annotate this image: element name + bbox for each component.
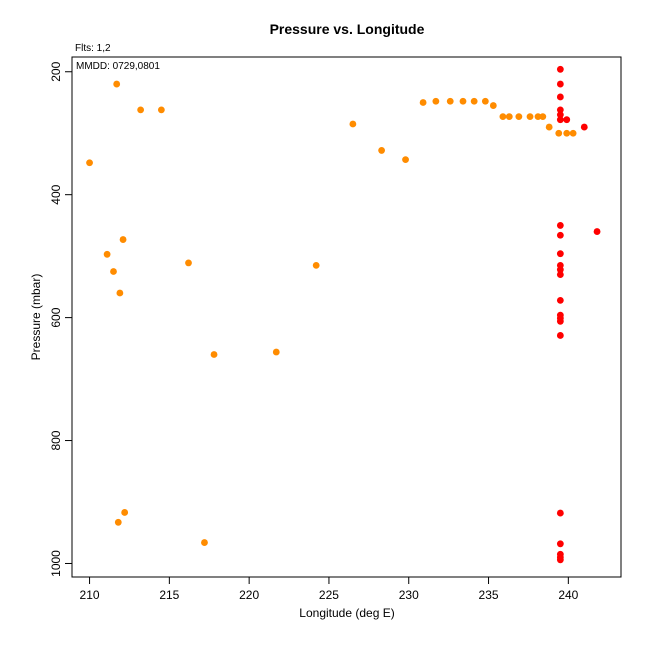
data-point-series-2 (556, 271, 564, 278)
data-point-series-1 (113, 80, 121, 88)
data-point-series-1 (210, 351, 218, 358)
data-point-series-1 (312, 261, 320, 269)
data-point-series-1 (201, 539, 208, 546)
data-point-series-1 (526, 113, 534, 121)
data-point-series-2 (556, 540, 564, 548)
data-point-series-2 (556, 231, 564, 239)
data-point-series-2 (556, 222, 564, 229)
chart-title: Pressure vs. Longitude (270, 21, 425, 37)
data-point-series-2 (556, 250, 564, 258)
data-point-series-1 (459, 97, 467, 105)
data-point-series-2 (556, 111, 564, 119)
data-point-series-1 (114, 518, 122, 526)
data-point-series-1 (119, 236, 127, 243)
data-point-series-1 (157, 106, 165, 114)
data-point-series-1 (116, 289, 124, 297)
data-point-series-2 (556, 297, 564, 304)
data-point-series-1 (555, 129, 563, 137)
dates-note: MMDD: 0729,0801 (76, 61, 160, 72)
y-tick-label: 600 (49, 307, 63, 327)
y-tick-label: 800 (49, 430, 63, 450)
data-point-series-2 (556, 116, 564, 124)
data-point-series-2 (556, 266, 564, 274)
data-point-series-1 (481, 97, 489, 105)
data-point-series-1 (86, 159, 93, 167)
data-point-series-2 (563, 116, 571, 124)
data-point-series-2 (556, 80, 564, 88)
data-point-series-1 (569, 129, 577, 137)
data-point-series-1 (515, 113, 523, 121)
data-point-series-2 (556, 317, 564, 325)
data-point-series-1 (432, 97, 440, 105)
y-tick-label: 400 (49, 184, 63, 204)
data-point-series-1 (103, 250, 111, 258)
data-point-series-1 (402, 156, 409, 164)
data-point-series-1 (272, 348, 280, 356)
data-points (86, 65, 601, 564)
data-point-series-2 (593, 228, 601, 235)
data-point-series-1 (419, 99, 427, 106)
data-point-series-1 (378, 147, 386, 154)
x-axis: 210 215 220 225 230 235 240 (80, 577, 579, 602)
data-point-series-2 (580, 123, 588, 131)
data-point-series-2 (556, 332, 564, 339)
data-point-series-1 (470, 97, 478, 105)
data-point-series-1 (505, 113, 513, 121)
flights-note: Flts: 1,2 (75, 43, 111, 54)
data-point-series-1 (499, 113, 507, 121)
y-axis-label: Pressure (mbar) (29, 274, 43, 361)
data-point-series-1 (489, 102, 497, 109)
x-tick-label: 225 (319, 588, 339, 602)
data-point-series-2 (556, 93, 564, 101)
plot-frame (71, 56, 622, 578)
x-tick-label: 215 (159, 588, 179, 602)
data-point-series-1 (563, 129, 571, 137)
data-point-series-1 (349, 120, 357, 128)
data-point-series-1 (137, 106, 145, 114)
x-axis-label: Longitude (deg E) (299, 606, 394, 620)
data-point-series-1 (110, 268, 117, 275)
data-point-series-2 (556, 106, 564, 114)
data-point-series-2 (556, 509, 564, 517)
y-axis: 200 400 600 800 1000 (49, 61, 72, 577)
data-point-series-2 (556, 556, 564, 564)
x-tick-label: 240 (558, 588, 578, 602)
data-point-series-1 (539, 113, 547, 121)
x-tick-label: 210 (80, 588, 100, 602)
x-tick-label: 220 (239, 588, 259, 602)
y-tick-label: 1000 (49, 550, 63, 577)
data-point-series-1 (185, 259, 192, 267)
data-point-series-1 (534, 113, 542, 121)
data-point-series-1 (446, 97, 454, 105)
data-point-series-1 (545, 123, 553, 131)
data-point-series-1 (121, 509, 129, 516)
y-tick-label: 200 (49, 61, 63, 81)
x-tick-label: 230 (399, 588, 419, 602)
data-point-series-2 (556, 65, 564, 73)
x-tick-label: 235 (479, 588, 499, 602)
